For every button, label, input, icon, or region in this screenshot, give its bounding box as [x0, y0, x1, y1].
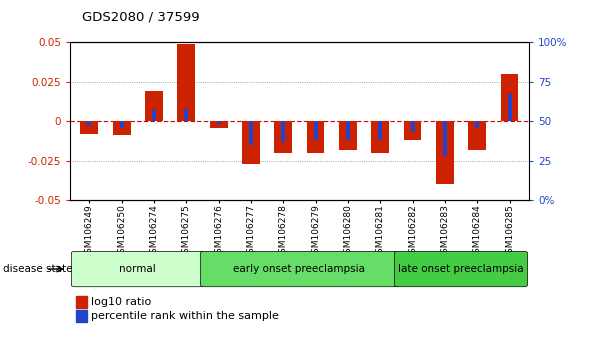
Bar [178, 44, 195, 121]
Bar [274, 121, 292, 153]
Bar [120, 121, 123, 127]
Bar [184, 109, 188, 121]
Text: early onset preeclampsia: early onset preeclampsia [233, 264, 365, 274]
Bar [378, 121, 382, 140]
Bar [475, 121, 479, 127]
Bar [88, 121, 91, 126]
Text: log10 ratio: log10 ratio [91, 297, 151, 307]
Text: late onset preeclampsia: late onset preeclampsia [398, 264, 524, 274]
Text: percentile rank within the sample: percentile rank within the sample [91, 311, 279, 321]
Bar [306, 121, 325, 153]
Bar [468, 121, 486, 150]
Bar [346, 121, 350, 140]
Text: normal: normal [119, 264, 156, 274]
Bar [152, 110, 156, 121]
Bar [404, 121, 421, 140]
Bar [112, 121, 131, 136]
Bar [443, 121, 447, 156]
Bar [282, 121, 285, 142]
Bar [242, 121, 260, 164]
Text: disease state: disease state [3, 264, 72, 274]
Bar [371, 121, 389, 153]
Bar [436, 121, 454, 184]
Bar [210, 121, 227, 127]
Bar [145, 91, 163, 121]
Bar [314, 121, 317, 140]
Bar [249, 121, 253, 145]
Bar [508, 95, 511, 121]
Text: GDS2080 / 37599: GDS2080 / 37599 [82, 10, 199, 23]
Bar [500, 74, 519, 121]
Bar [339, 121, 357, 150]
Bar [216, 121, 221, 124]
Bar [410, 121, 415, 132]
Bar [80, 121, 98, 134]
